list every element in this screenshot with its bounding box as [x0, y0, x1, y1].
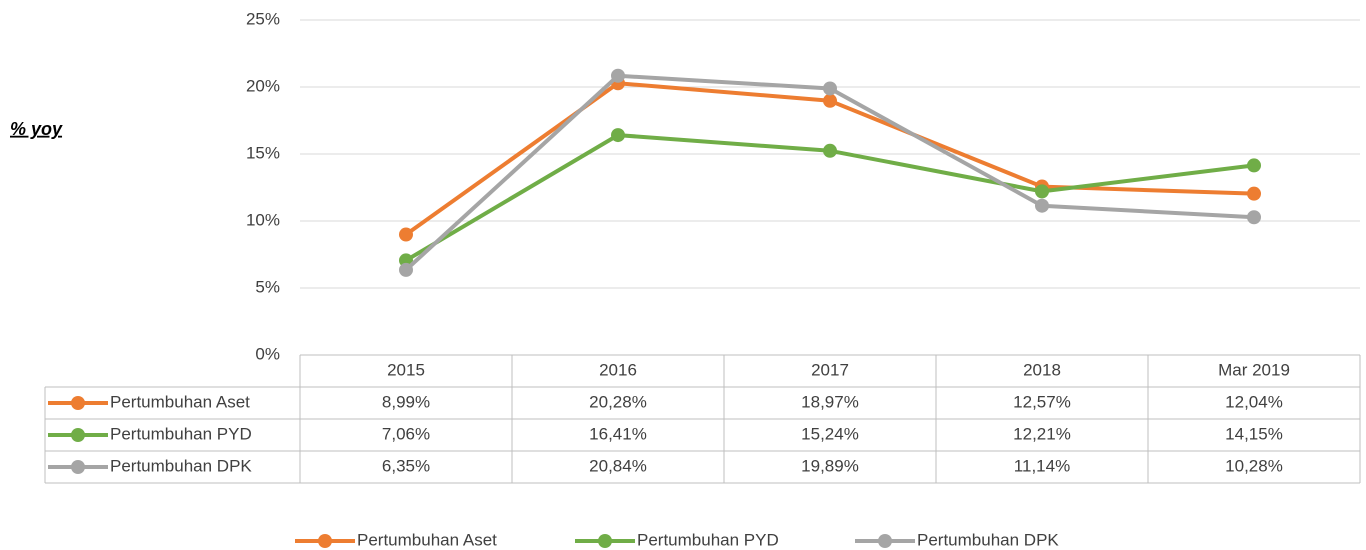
x-tick-label: 2018 — [1023, 360, 1061, 379]
data-point — [1035, 198, 1049, 213]
table-row-label: Pertumbuhan PYD — [110, 424, 252, 443]
table-cell: 20,84% — [589, 456, 647, 475]
data-point — [823, 93, 837, 108]
legend-label: Pertumbuhan PYD — [637, 530, 779, 549]
data-point — [399, 262, 413, 277]
data-point — [611, 128, 625, 143]
table-cell: 12,21% — [1013, 424, 1071, 443]
y-tick-label: 15% — [246, 143, 280, 162]
table-cell: 11,14% — [1014, 456, 1070, 475]
y-tick-label: 10% — [246, 210, 280, 229]
data-point — [1035, 184, 1049, 199]
legend-marker — [71, 460, 85, 474]
y-axis-label: % yoy — [10, 119, 63, 139]
table-cell: 12,57% — [1013, 392, 1071, 411]
legend-marker — [71, 428, 85, 442]
legend-label: Pertumbuhan DPK — [917, 530, 1059, 549]
table-cell: 20,28% — [589, 392, 647, 411]
table-cell: 14,15% — [1225, 424, 1283, 443]
table-cell: 16,41% — [589, 424, 647, 443]
y-tick-label: 25% — [246, 9, 280, 28]
legend-marker — [71, 396, 85, 410]
table-cell: 18,97% — [801, 392, 859, 411]
data-point — [1247, 158, 1261, 173]
x-tick-label: 2015 — [387, 360, 425, 379]
data-point — [823, 81, 837, 96]
table-cell: 7,06% — [382, 424, 430, 443]
table-row-label: Pertumbuhan Aset — [110, 392, 250, 411]
y-tick-label: 5% — [255, 277, 280, 296]
data-point — [1247, 186, 1261, 201]
legend-marker — [878, 534, 892, 548]
table-cell: 15,24% — [801, 424, 859, 443]
y-tick-label: 20% — [246, 76, 280, 95]
y-tick-label: 0% — [255, 344, 280, 363]
table-cell: 19,89% — [801, 456, 859, 475]
table-row-label: Pertumbuhan DPK — [110, 456, 252, 475]
data-point — [399, 227, 413, 242]
x-tick-label: 2016 — [599, 360, 637, 379]
legend-marker — [318, 534, 332, 548]
legend-marker — [598, 534, 612, 548]
x-tick-label: Mar 2019 — [1218, 360, 1290, 379]
legend-label: Pertumbuhan Aset — [357, 530, 497, 549]
data-point — [1247, 210, 1261, 225]
table-cell: 8,99% — [382, 392, 430, 411]
table-cell: 10,28% — [1225, 456, 1283, 475]
data-point — [611, 68, 625, 83]
table-cell: 6,35% — [382, 456, 430, 475]
data-point — [823, 143, 837, 158]
x-tick-label: 2017 — [811, 360, 849, 379]
table-cell: 12,04% — [1225, 392, 1283, 411]
